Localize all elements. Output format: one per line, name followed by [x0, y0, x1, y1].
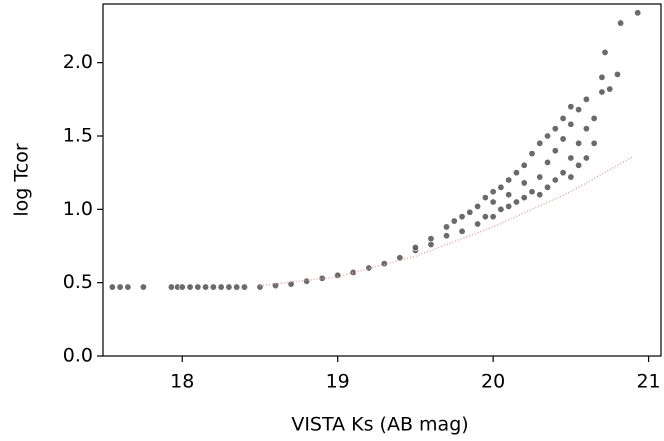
point: [233, 283, 241, 291]
point: [349, 268, 357, 276]
point: [443, 232, 451, 240]
point: [466, 208, 474, 216]
x-tick-label: 21: [636, 371, 660, 393]
point: [178, 283, 186, 291]
point: [512, 169, 520, 177]
point: [551, 147, 559, 155]
point: [567, 103, 575, 111]
point: [489, 213, 497, 221]
point: [497, 205, 505, 213]
point: [536, 139, 544, 147]
point: [598, 73, 606, 81]
point: [108, 283, 116, 291]
point: [489, 198, 497, 206]
point: [582, 154, 590, 162]
point: [551, 176, 559, 184]
point: [575, 106, 583, 114]
y-tick-label: 1.5: [63, 125, 93, 147]
point: [474, 220, 482, 228]
point: [497, 183, 505, 191]
plot-frame: [102, 3, 662, 357]
point: [318, 274, 326, 282]
point: [559, 114, 567, 122]
point: [520, 161, 528, 169]
point: [551, 125, 559, 133]
point: [124, 283, 132, 291]
point: [601, 48, 609, 56]
point: [613, 70, 621, 78]
y-tick-label: 0.5: [63, 271, 93, 293]
point: [544, 158, 552, 166]
point: [544, 183, 552, 191]
point: [528, 188, 536, 196]
point: [567, 173, 575, 181]
point: [520, 179, 528, 187]
point: [505, 202, 513, 210]
point: [458, 227, 466, 235]
y-tick-label: 2.0: [63, 51, 93, 73]
point: [427, 235, 435, 243]
point: [536, 173, 544, 181]
point: [575, 139, 583, 147]
point: [139, 283, 147, 291]
point: [536, 191, 544, 199]
point: [590, 139, 598, 147]
point: [287, 280, 295, 288]
point: [272, 282, 280, 290]
point: [617, 19, 625, 27]
point: [544, 132, 552, 140]
y-tick-label: 0.0: [63, 345, 93, 367]
point: [505, 191, 513, 199]
point: [458, 213, 466, 221]
point: [481, 194, 489, 202]
point: [427, 241, 435, 249]
x-tick-label: 18: [170, 371, 194, 393]
y-tick-label: 1.0: [63, 198, 93, 220]
point: [559, 169, 567, 177]
point: [634, 9, 642, 17]
y-axis-label: log Tcor: [11, 143, 33, 216]
point: [598, 88, 606, 96]
point: [489, 188, 497, 196]
point: [528, 150, 536, 158]
trend-line: [259, 155, 634, 287]
point: [256, 283, 264, 291]
point: [225, 283, 233, 291]
point: [567, 154, 575, 162]
point: [411, 243, 419, 251]
point: [443, 223, 451, 231]
point: [575, 161, 583, 169]
x-axis-label: VISTA Ks (AB mag): [291, 414, 468, 436]
point: [116, 283, 124, 291]
point: [217, 283, 225, 291]
point: [450, 217, 458, 225]
point: [512, 198, 520, 206]
point: [520, 194, 528, 202]
point: [303, 277, 311, 285]
point: [481, 213, 489, 221]
point: [202, 283, 210, 291]
point: [567, 120, 575, 128]
point: [590, 114, 598, 122]
point: [582, 95, 590, 103]
point: [194, 283, 202, 291]
point: [209, 283, 217, 291]
x-tick-label: 19: [326, 371, 350, 393]
point: [505, 176, 513, 184]
point: [474, 202, 482, 210]
point: [240, 283, 248, 291]
point: [582, 125, 590, 133]
point: [186, 283, 194, 291]
x-tick-label: 20: [481, 371, 505, 393]
point: [365, 264, 373, 272]
point: [559, 135, 567, 143]
point: [606, 85, 614, 93]
point: [167, 283, 175, 291]
